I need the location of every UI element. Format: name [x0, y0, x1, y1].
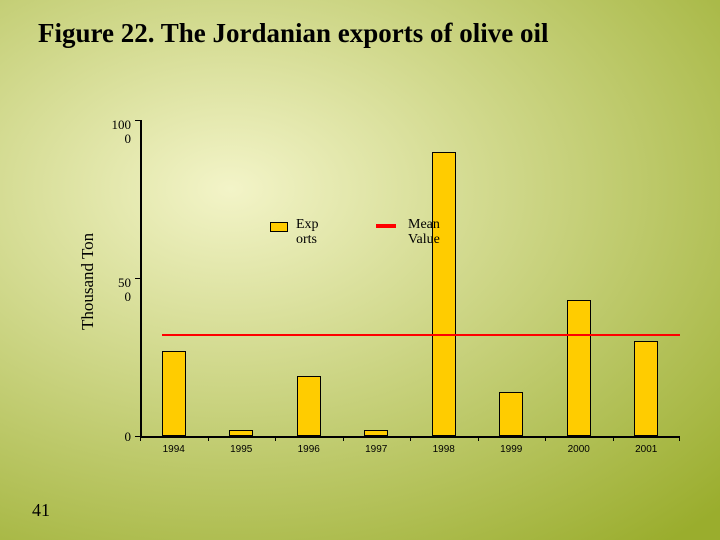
y-tick: [135, 120, 140, 121]
bar: [229, 430, 253, 436]
y-tick: [135, 278, 140, 279]
x-tick-label: 1997: [351, 444, 401, 455]
x-tick-label: 1996: [284, 444, 334, 455]
chart-area: 05001000Thousand Ton19941995199619971998…: [0, 0, 720, 540]
y-axis: [140, 120, 142, 436]
bar: [297, 376, 321, 436]
x-tick-label: 1998: [419, 444, 469, 455]
x-tick-label: 2001: [621, 444, 671, 455]
x-tick: [275, 436, 276, 441]
bar: [634, 341, 658, 436]
x-tick-label: 2000: [554, 444, 604, 455]
bar: [162, 351, 186, 436]
bar: [432, 152, 456, 436]
x-tick-label: 1995: [216, 444, 266, 455]
bar: [364, 430, 388, 436]
x-tick: [613, 436, 614, 441]
x-tick: [343, 436, 344, 441]
slide-root: { "background": { "grad_start": "#f3f4c8…: [0, 0, 720, 540]
y-axis-label: Thousand Ton: [78, 233, 98, 330]
legend-mean-label: MeanValue: [408, 217, 440, 248]
y-tick-label: 1000: [91, 118, 131, 145]
legend-exports-label: Exports: [296, 217, 319, 248]
x-tick: [679, 436, 680, 441]
x-tick: [478, 436, 479, 441]
legend-mean-swatch: [376, 224, 396, 228]
x-tick-label: 1999: [486, 444, 536, 455]
bar: [567, 300, 591, 436]
page-number: 41: [32, 500, 50, 521]
y-tick-label: 0: [91, 429, 131, 445]
x-tick: [140, 436, 141, 441]
mean-line: [162, 334, 680, 336]
legend-exports-swatch: [270, 222, 288, 232]
bar: [499, 392, 523, 436]
x-tick: [410, 436, 411, 441]
x-tick-label: 1994: [149, 444, 199, 455]
x-tick: [208, 436, 209, 441]
x-tick: [545, 436, 546, 441]
